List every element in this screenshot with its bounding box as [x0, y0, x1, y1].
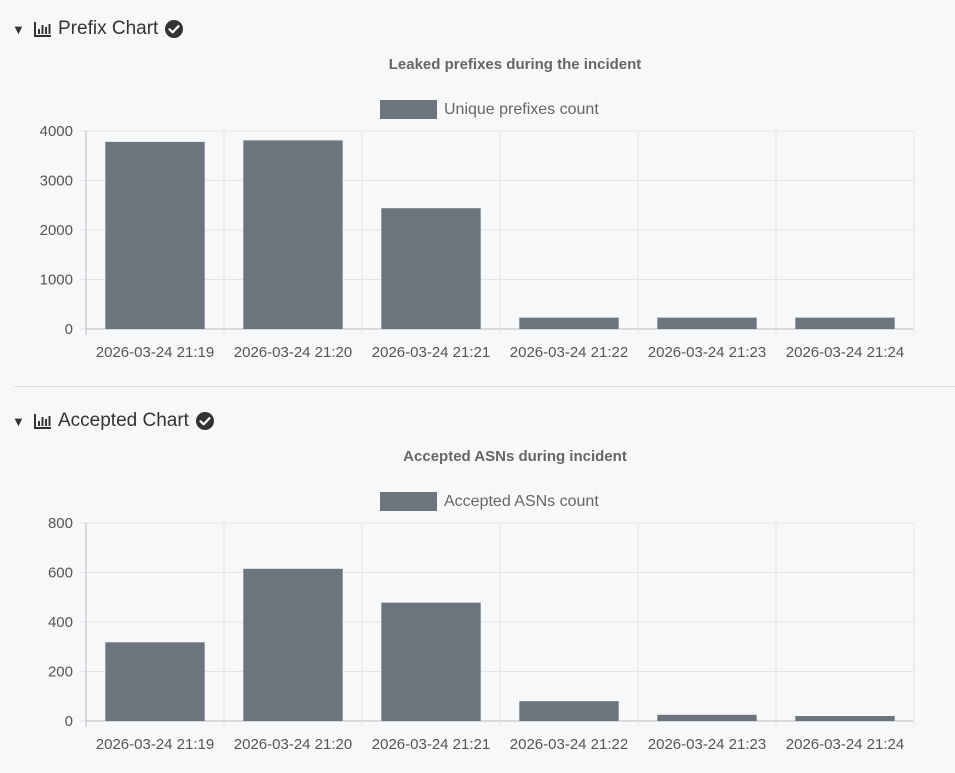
- x-tick-label: 2026-03-24 21:24: [786, 736, 904, 753]
- x-tick-label: 2026-03-24 21:20: [234, 736, 352, 753]
- bar: [795, 317, 895, 329]
- x-tick-label: 2026-03-24 21:20: [234, 344, 352, 361]
- section-title: Accepted Chart: [58, 410, 189, 431]
- x-tick-label: 2026-03-24 21:19: [96, 736, 214, 753]
- x-tick-label: 2026-03-24 21:22: [510, 736, 628, 753]
- y-tick-label: 600: [48, 565, 73, 582]
- legend-label: Accepted ASNs count: [444, 493, 599, 510]
- x-tick-label: 2026-03-24 21:22: [510, 344, 628, 361]
- y-tick-label: 400: [48, 614, 73, 631]
- y-tick-label: 3000: [40, 173, 73, 190]
- bar: [243, 568, 343, 721]
- section-title: Prefix Chart: [58, 18, 159, 39]
- bar: [657, 317, 757, 329]
- x-tick-label: 2026-03-24 21:23: [648, 736, 766, 753]
- bar: [105, 141, 205, 329]
- bar: [519, 701, 619, 721]
- y-tick-label: 800: [48, 515, 73, 532]
- section-header-prefix-chart[interactable]: ▼ Prefix Chart: [12, 18, 184, 40]
- legend-swatch: [380, 100, 437, 119]
- y-tick-label: 0: [65, 713, 73, 730]
- y-tick-label: 4000: [40, 123, 73, 140]
- x-tick-label: 2026-03-24 21:24: [786, 344, 904, 361]
- prefix-bar-chart: Leaked prefixes during the incident Uniqu…: [40, 56, 915, 361]
- x-tick-label: 2026-03-24 21:19: [96, 344, 214, 361]
- x-tick-label: 2026-03-24 21:23: [648, 344, 766, 361]
- bar-chart-icon: [34, 21, 52, 37]
- bar: [381, 208, 481, 329]
- bar-chart-icon: [34, 413, 52, 429]
- chart-title: Accepted ASNs during incident: [403, 448, 627, 465]
- x-tick-label: 2026-03-24 21:21: [372, 736, 490, 753]
- check-circle-icon: [164, 19, 184, 39]
- x-tick-label: 2026-03-24 21:21: [372, 344, 490, 361]
- bar: [519, 317, 619, 329]
- y-tick-label: 0: [65, 321, 73, 338]
- bar: [657, 714, 757, 721]
- y-tick-label: 2000: [40, 222, 73, 239]
- y-tick-label: 200: [48, 664, 73, 681]
- caret-down-icon[interactable]: ▼: [12, 21, 25, 37]
- accepted-bar-chart: Accepted ASNs during incident Accepted AS…: [48, 448, 915, 753]
- chart-title: Leaked prefixes during the incident: [389, 56, 642, 73]
- bar: [381, 602, 481, 721]
- bar: [105, 642, 205, 721]
- legend-swatch: [380, 492, 437, 511]
- bar: [243, 140, 343, 329]
- section-header-accepted-chart[interactable]: ▼ Accepted Chart: [12, 410, 215, 432]
- y-tick-label: 1000: [40, 272, 73, 289]
- section-divider: [14, 386, 955, 387]
- bar: [795, 716, 895, 721]
- caret-down-icon[interactable]: ▼: [12, 413, 25, 429]
- legend-label: Unique prefixes count: [444, 101, 599, 118]
- check-circle-icon: [195, 411, 215, 431]
